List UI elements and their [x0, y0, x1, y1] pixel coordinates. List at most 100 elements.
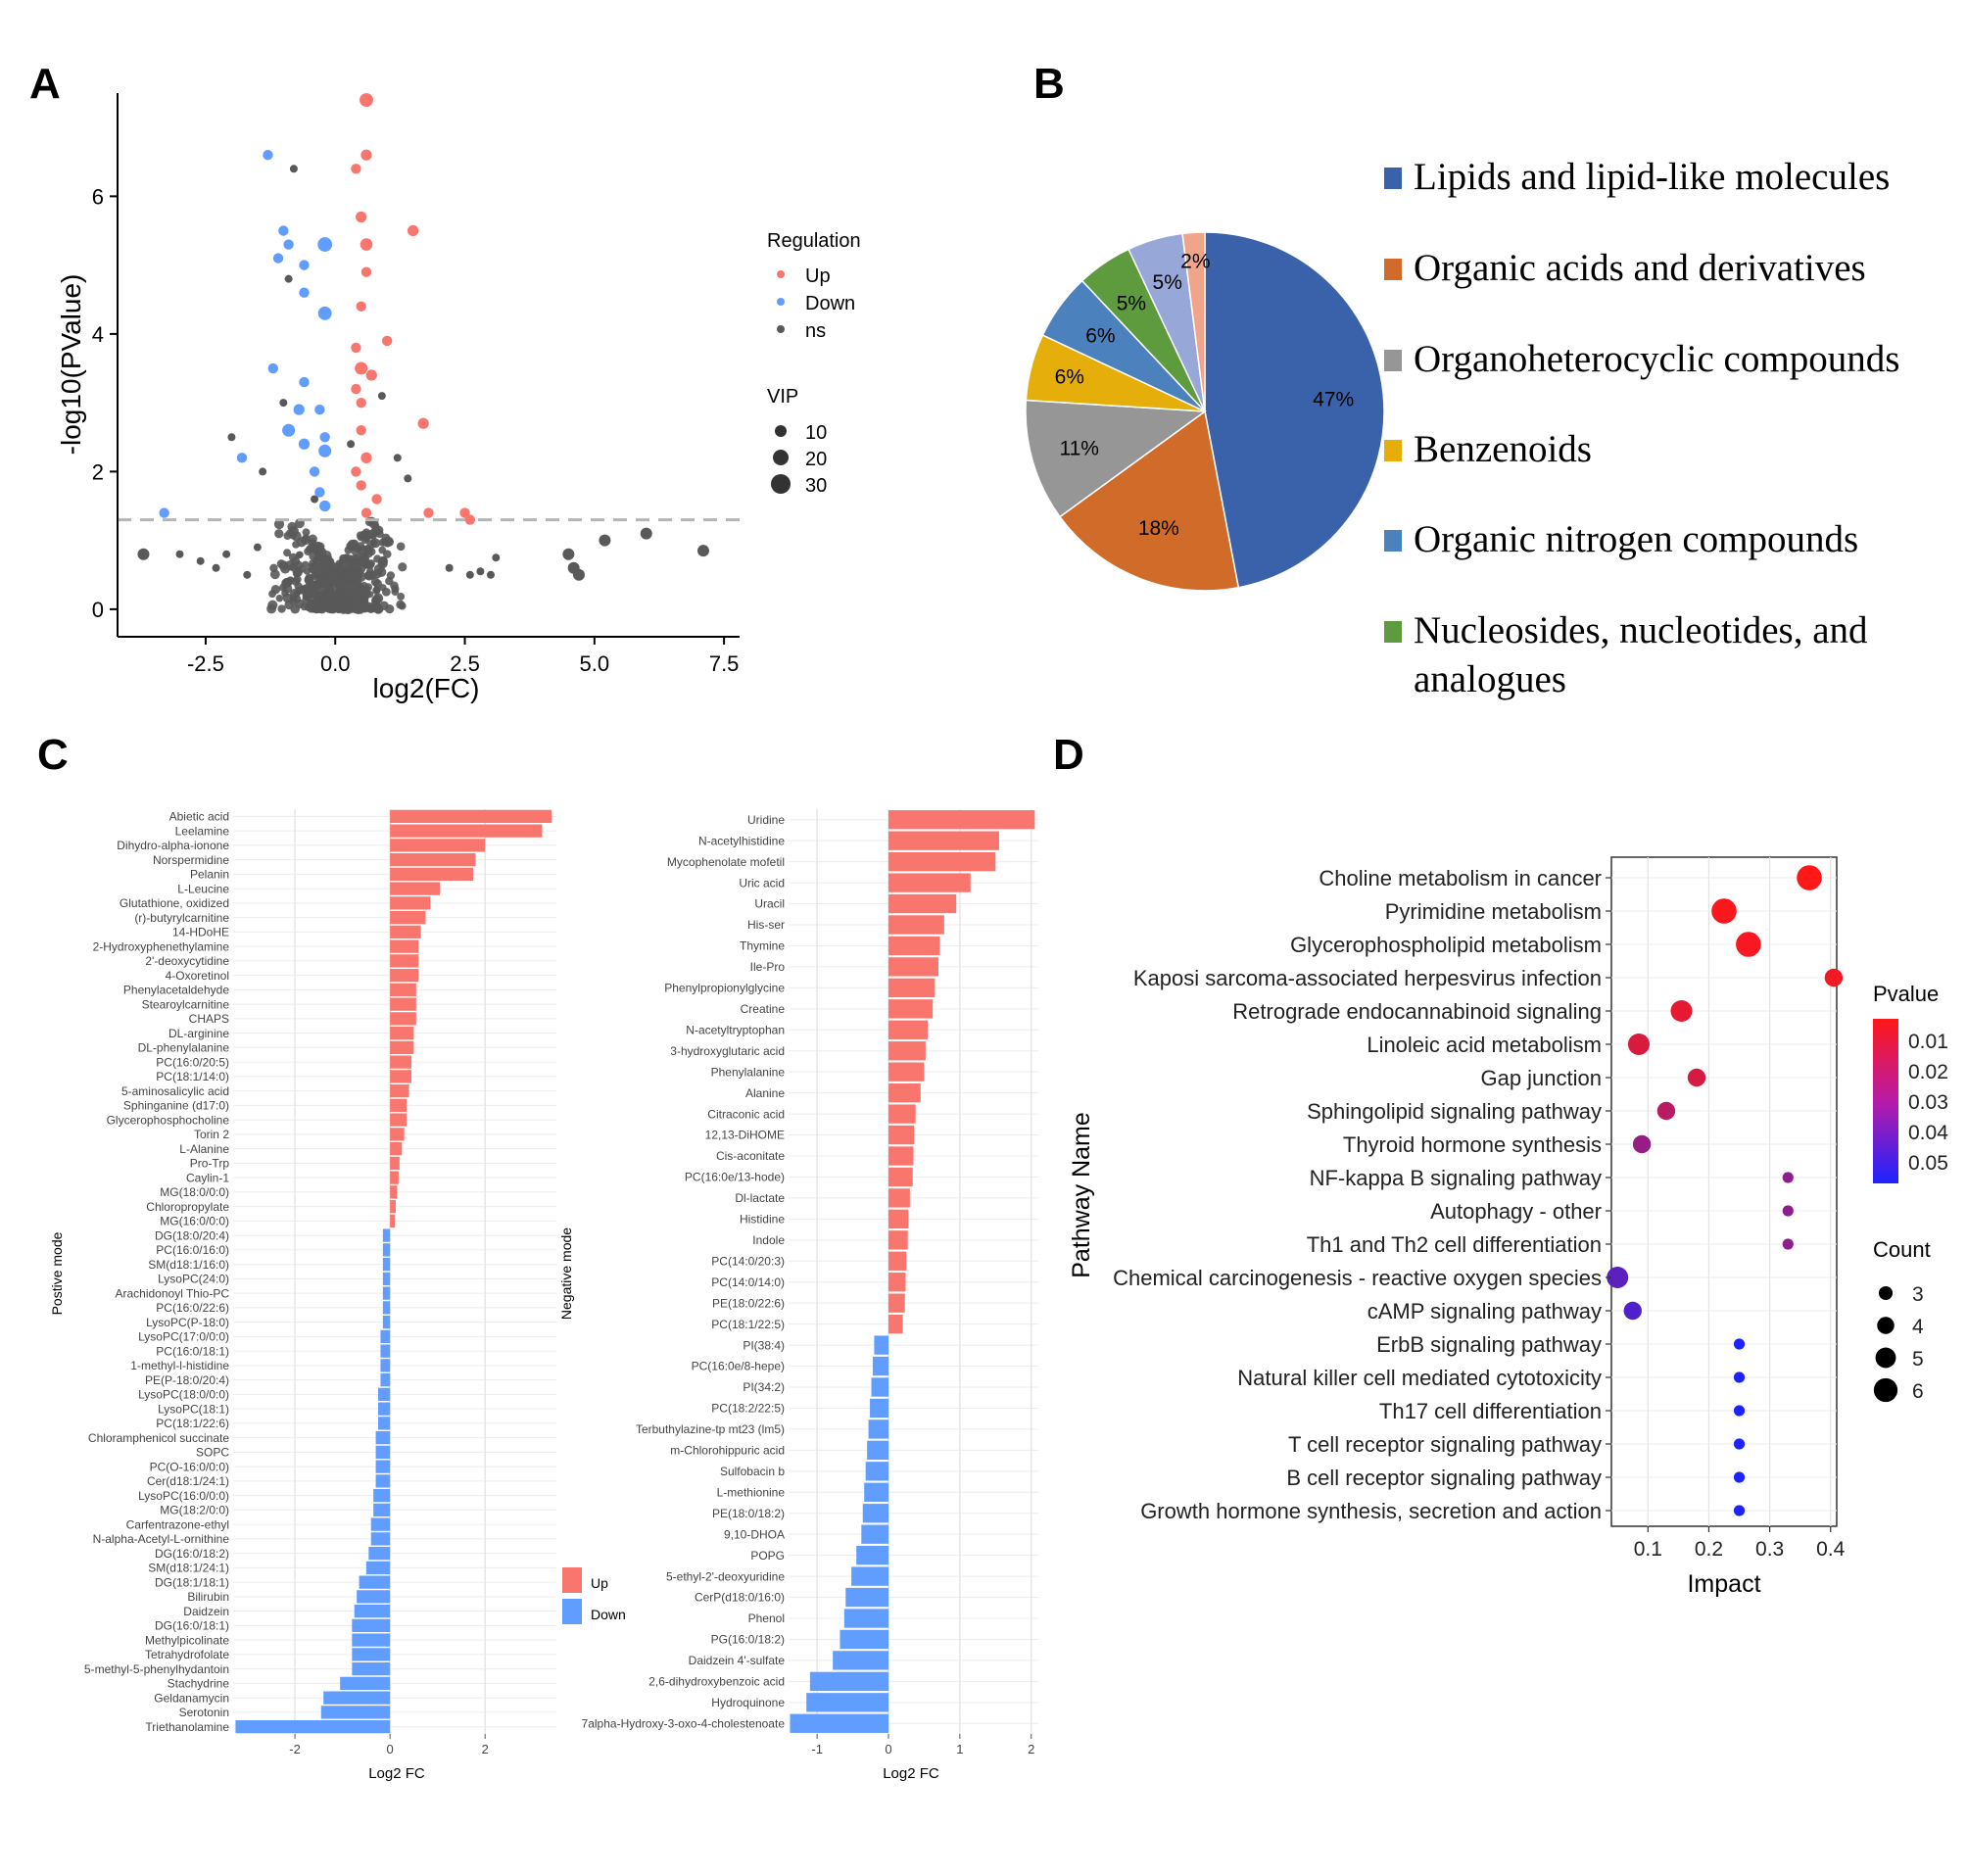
volcano-point-ns: [175, 550, 184, 558]
volcano-point-ns: [344, 546, 353, 554]
pathway-name-label: NF-kappa B signaling pathway: [1310, 1166, 1602, 1190]
volcano-x-tick-label: 0.0: [320, 651, 351, 676]
volcano-point-down: [159, 507, 169, 518]
bar-category-label: Methylpicolinate: [145, 1633, 229, 1647]
colorbar-tick-label: 0.02: [1908, 1061, 1948, 1083]
volcano-point-ns: [316, 561, 326, 571]
volcano-point-down: [272, 253, 284, 264]
bar-down: [382, 1243, 391, 1257]
bar-category-label: Sulfobacin b: [720, 1465, 785, 1478]
pathway-name-label: Glycerophospholipid metabolism: [1290, 933, 1602, 957]
pathway-point: [1733, 1505, 1746, 1516]
bar-category-label: N-acetylhistidine: [698, 834, 785, 847]
bar-up: [390, 1055, 411, 1069]
negative-mode-x-ticks: -1 0 1 2: [811, 1734, 1034, 1756]
volcano-point-ns: [295, 551, 304, 559]
bar-down: [323, 1691, 391, 1705]
bar-category-label: Dihydro-alpha-ionone: [117, 839, 229, 852]
count-legend-dot: [1873, 1377, 1898, 1403]
pie-percent-label: 47%: [1313, 389, 1354, 411]
count-legend-label: 3: [1912, 1283, 1924, 1306]
volcano-point-ns: [274, 529, 284, 539]
bar-down: [380, 1359, 391, 1372]
bar-up: [888, 1293, 905, 1313]
bar-category-label: SM(d18:1/24:1): [148, 1562, 229, 1575]
volcano-point-ns: [347, 440, 356, 449]
volcano-point-up: [360, 149, 372, 161]
updown-legend: Up Down: [562, 1567, 626, 1624]
pie-percent-label: 6%: [1055, 366, 1084, 389]
colorbar-tick-label: 0.05: [1908, 1152, 1948, 1175]
bar-category-label: MG(18:0/0:0): [160, 1185, 229, 1199]
bar-down: [833, 1651, 888, 1670]
bar-down: [352, 1633, 391, 1647]
bar-category-label: MG(16:0/0:0): [160, 1215, 229, 1228]
pie-slice: [1025, 399, 1208, 518]
bar-down: [874, 1335, 888, 1355]
pie-percent-label: 11%: [1059, 437, 1098, 459]
bar-up: [390, 910, 426, 925]
legend-down-swatch-c: [562, 1599, 582, 1624]
bar-up: [888, 1082, 921, 1103]
bar-category-label: DG(16:0/18:2): [155, 1547, 229, 1561]
volcano-point-up: [356, 211, 367, 223]
pathway-point: [1607, 1267, 1629, 1288]
volcano-point-ns: [363, 570, 374, 581]
bar-category-label: His-ser: [747, 918, 785, 932]
bar-category-label: Stearoylcarnitine: [142, 997, 230, 1011]
bar-category-label: Carfentrazone-ethyl: [126, 1517, 229, 1531]
bar-up: [390, 1083, 409, 1098]
volcano-point-ns: [341, 558, 349, 566]
bar-x-tick-label: 2: [482, 1742, 489, 1756]
bar-up: [390, 1185, 398, 1199]
pathway-name-label: Retrograde endocannabinoid signaling: [1232, 999, 1602, 1024]
count-legend-dot: [1877, 1317, 1895, 1334]
volcano-point-ns: [640, 527, 652, 540]
bar-down: [320, 1706, 391, 1719]
pathway-point: [1782, 1205, 1794, 1217]
volcano-point-up: [356, 301, 366, 312]
volcano-point-ns: [212, 563, 220, 572]
negative-mode-category-labels: Uridine N-acetylhistidine Mycophenolate mo…: [582, 813, 786, 1731]
volcano-point-down: [282, 423, 296, 437]
legend-ns-label: ns: [805, 320, 826, 342]
bar-x-tick-label: 0: [387, 1742, 394, 1756]
bar-down: [382, 1315, 391, 1329]
volcano-point-ns: [276, 559, 286, 569]
bar-category-label: Sphinganine (d17:0): [123, 1099, 229, 1113]
count-legend-label: 4: [1912, 1316, 1924, 1338]
bar-down: [856, 1545, 888, 1565]
bar-category-label: 2'-deoxycytidine: [145, 954, 229, 968]
pie-legend-label: Lipids and lipid-like molecules: [1414, 156, 1890, 198]
pathway-name-label: Chemical carcinogenesis - reactive oxyge…: [1113, 1266, 1602, 1290]
volcano-point-up: [360, 452, 372, 463]
volcano-point-ns: [284, 274, 293, 283]
bar-down: [352, 1648, 391, 1661]
volcano-point-ns: [325, 554, 333, 562]
bar-category-label: DL-arginine: [168, 1027, 229, 1040]
bar-down: [870, 1398, 888, 1419]
regulation-legend-title: Regulation: [767, 230, 861, 252]
pathway-point: [1782, 1172, 1794, 1183]
legend-up-label-c: Up: [591, 1575, 608, 1591]
volcano-point-ns: [339, 589, 349, 600]
pathway-x-tick-label: 0.2: [1695, 1538, 1723, 1561]
bar-up: [888, 893, 957, 914]
pathway-x-axis-label: Impact: [1687, 1570, 1760, 1598]
bar-category-label: Histidine: [740, 1213, 785, 1227]
bar-category-label: Chloropropylate: [146, 1200, 229, 1214]
volcano-point-ns: [385, 603, 395, 614]
volcano-point-ns: [398, 562, 408, 572]
bar-up: [888, 1188, 910, 1208]
volcano-point-down: [263, 150, 273, 161]
volcano-point-ns: [352, 562, 360, 571]
bar-down: [375, 1430, 391, 1445]
volcano-point-down: [317, 306, 332, 320]
volcano-point-ns: [273, 518, 285, 530]
volcano-point-ns: [696, 545, 709, 557]
bar-category-label: LysoPC(16:0/0:0): [138, 1489, 229, 1503]
colorbar-tick-label: 0.04: [1908, 1122, 1948, 1144]
bar-category-label: Serotonin: [179, 1706, 229, 1719]
volcano-point-down: [267, 362, 278, 374]
